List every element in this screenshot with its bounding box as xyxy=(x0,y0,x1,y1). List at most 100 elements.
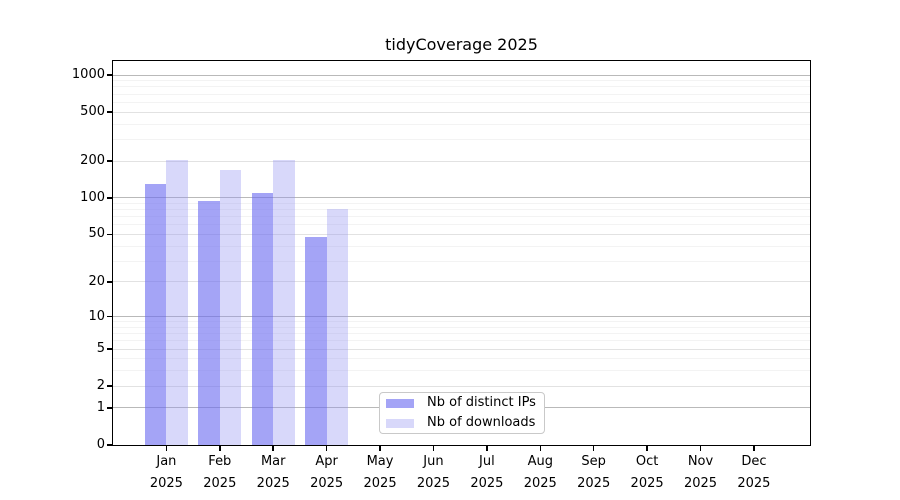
legend-item: Nb of distinct IPs xyxy=(386,395,536,411)
y-gridline xyxy=(113,358,810,360)
bar-distinct-ips xyxy=(305,236,327,445)
plot-area xyxy=(112,60,811,446)
x-tick-label: Dec 2025 xyxy=(724,451,784,495)
x-tick xyxy=(325,446,328,451)
legend-item: Nb of downloads xyxy=(386,415,536,431)
y-tick xyxy=(107,407,112,409)
x-tick xyxy=(753,446,755,451)
bar-downloads xyxy=(326,209,349,445)
y-tick xyxy=(107,444,112,446)
x-tick xyxy=(486,446,488,451)
month-label: Apr xyxy=(315,454,338,469)
x-tick-label: May 2025 xyxy=(350,451,410,495)
month-label: Dec xyxy=(741,454,767,469)
x-tick-label: Jan 2025 xyxy=(136,451,196,495)
y-tick-label: 2 xyxy=(96,378,105,394)
x-tick xyxy=(165,446,168,451)
x-tick-label: Jun 2025 xyxy=(403,451,463,495)
x-tick-label: Feb 2025 xyxy=(190,451,250,495)
bar-downloads xyxy=(166,159,188,445)
legend-label: Nb of downloads xyxy=(427,415,536,430)
y-tick xyxy=(107,233,112,236)
y-tick xyxy=(107,385,112,387)
y-tick-label: 5 xyxy=(96,341,105,357)
y-gridline xyxy=(113,138,810,140)
y-tick-label: 1 xyxy=(96,399,105,415)
y-gridline xyxy=(113,333,810,335)
x-tick-label: Jul 2025 xyxy=(457,451,517,495)
year-label: 2025 xyxy=(256,476,290,491)
year-label: 2025 xyxy=(683,476,718,491)
y-tick xyxy=(107,160,112,162)
year-label: 2025 xyxy=(737,476,771,491)
y-tick xyxy=(107,315,112,318)
x-tick-label: Sep 2025 xyxy=(564,451,624,495)
y-gridline xyxy=(113,281,810,283)
year-label: 2025 xyxy=(630,476,664,491)
x-tick xyxy=(539,446,542,451)
bar-distinct-ips xyxy=(251,192,274,445)
year-label: 2025 xyxy=(523,476,557,491)
legend: Nb of distinct IPs Nb of downloads xyxy=(379,392,545,434)
bar-downloads xyxy=(219,169,242,445)
y-gridline xyxy=(113,216,810,218)
month-label: Jun xyxy=(423,454,444,469)
y-gridline xyxy=(113,340,810,342)
y-tick xyxy=(107,348,112,350)
y-gridline xyxy=(113,93,810,95)
year-label: 2025 xyxy=(203,476,237,491)
y-gridline xyxy=(113,123,810,125)
x-tick-label: Nov 2025 xyxy=(671,451,731,495)
year-label: 2025 xyxy=(470,476,504,491)
legend-label: Nb of distinct IPs xyxy=(427,395,536,410)
y-tick-label: 50 xyxy=(88,226,105,242)
x-tick xyxy=(219,446,221,451)
y-gridline xyxy=(113,224,810,226)
y-gridline xyxy=(113,385,810,387)
month-label: Sep xyxy=(581,454,606,469)
month-label: May xyxy=(366,454,394,469)
y-tick-label: 200 xyxy=(80,153,105,169)
legend-swatch xyxy=(386,398,414,408)
month-label: Mar xyxy=(260,454,286,469)
y-gridline xyxy=(113,101,810,103)
y-tick xyxy=(107,74,112,76)
legend-swatch xyxy=(386,418,414,428)
month-label: Aug xyxy=(527,454,553,469)
x-tick xyxy=(379,446,381,451)
x-tick xyxy=(592,446,595,451)
x-tick-label: Aug 2025 xyxy=(510,451,570,495)
y-tick-label: 0 xyxy=(96,437,105,452)
chart-title: tidyCoverage 2025 xyxy=(385,35,538,54)
y-gridline xyxy=(113,348,810,350)
month-label: Jan xyxy=(156,454,177,469)
y-gridline xyxy=(113,370,810,372)
y-gridline xyxy=(113,86,810,88)
y-tick xyxy=(107,281,112,283)
y-gridline xyxy=(113,197,810,199)
y-tick-label: 500 xyxy=(80,104,105,120)
x-tick xyxy=(272,446,274,451)
y-tick-label: 20 xyxy=(88,273,105,289)
y-gridline xyxy=(113,260,810,262)
y-gridline xyxy=(113,245,810,247)
y-tick xyxy=(107,111,112,113)
year-label: 2025 xyxy=(310,476,344,491)
y-gridline xyxy=(113,160,810,162)
y-tick-label: 1000 xyxy=(71,67,105,83)
y-gridline xyxy=(113,209,810,211)
x-tick-label: Mar 2025 xyxy=(243,451,303,495)
year-label: 2025 xyxy=(416,476,450,491)
y-gridline xyxy=(113,74,810,76)
x-tick-label: Apr 2025 xyxy=(297,451,357,495)
bar-distinct-ips xyxy=(144,183,167,445)
month-label: Feb xyxy=(208,454,232,469)
year-label: 2025 xyxy=(577,476,611,491)
y-tick-label: 100 xyxy=(80,189,105,205)
x-tick xyxy=(646,446,648,451)
y-gridline xyxy=(113,316,810,318)
year-label: 2025 xyxy=(363,476,397,491)
y-gridline xyxy=(113,80,810,82)
year-label: 2025 xyxy=(149,476,183,491)
